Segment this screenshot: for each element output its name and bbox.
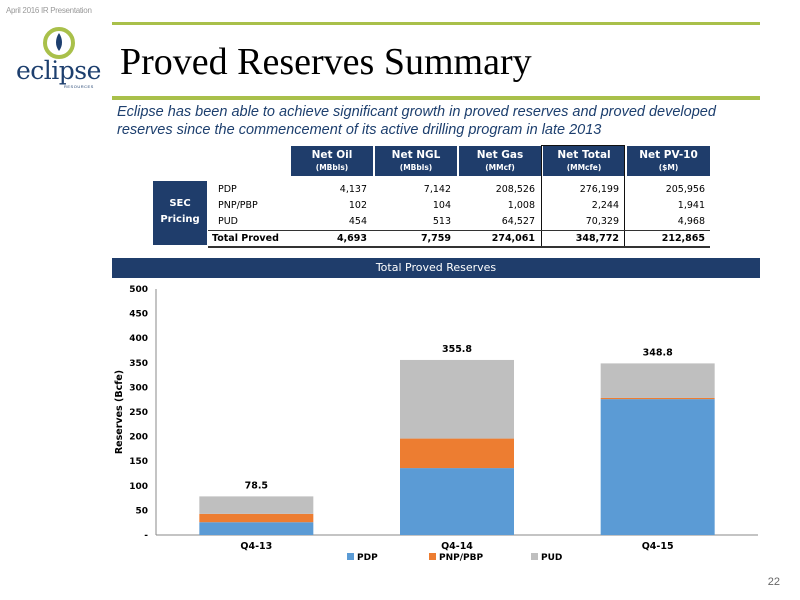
table-cell: 102 [348,200,367,211]
bar-total-label: 348.8 [643,347,673,358]
top-divider [112,22,760,25]
page-number: 22 [767,576,780,588]
table-bottom-rule [208,246,710,248]
table-cell: 454 [348,216,367,227]
y-tick-label: 200 [129,433,148,443]
y-axis-label: Reserves (Bcfe) [114,370,125,454]
table-cell: 4,693 [336,233,367,244]
column-header-unit: (MMcfe) [566,163,602,172]
bar-segment-pnp-pbp [600,397,715,400]
y-tick-label: 50 [135,506,148,516]
column-header-unit: ($M) [658,163,679,172]
y-tick-label: - [144,531,148,541]
column-header-label: Net Oil [311,149,353,161]
title-divider [112,96,760,100]
legend-swatch [531,553,538,560]
row-label-pdp: PDP [218,184,237,195]
sec-pricing-label: SEC Pricing [153,181,207,245]
column-header-unit: (MBbls) [315,163,349,172]
page-title: Proved Reserves Summary [120,41,532,83]
bar-segment-pnp-pbp [199,513,314,523]
y-tick-label: 150 [129,457,148,467]
y-tick-label: 350 [129,359,148,369]
column-header-label: Net PV-10 [639,149,698,161]
bar-segment-pdp [199,522,314,535]
y-tick-label: 500 [129,285,148,295]
presentation-note: April 2016 IR Presentation [6,6,92,15]
logo-wordmark: eclipse [16,56,101,85]
bar-segment-pdp [600,399,715,535]
legend-swatch [347,553,354,560]
table-cell: 274,061 [491,233,535,244]
table-cell: 513 [432,216,451,227]
y-tick-label: 250 [129,408,148,418]
legend-label: PUD [541,553,562,563]
table-cell: 205,956 [665,184,705,195]
legend-label: PNP/PBP [439,553,483,563]
page-subtitle: Eclipse has been able to achieve signifi… [117,104,716,138]
table-cell: 2,244 [591,200,619,211]
table-cell: 4,137 [339,184,367,195]
company-logo: eclipse RESOURCES [14,26,106,89]
column-header-label: Net Total [557,149,611,161]
column-header-net-ngl: Net NGL (MBbls) [375,146,457,176]
table-cell: 7,142 [423,184,451,195]
column-header-label: Net NGL [391,149,441,161]
table-cell: 1,008 [507,200,535,211]
table-cell: 348,772 [575,233,619,244]
bar-total-label: 78.5 [245,480,268,491]
bar-segment-pud [400,359,514,439]
row-label-total-proved: Total Proved [212,233,279,244]
table-cell: 276,199 [579,184,619,195]
y-tick-label: 100 [129,482,148,492]
x-tick-label: Q4-14 [441,541,473,552]
y-tick-label: 300 [129,383,148,393]
bar-segment-pdp [400,468,514,535]
legend-swatch [429,553,436,560]
table-cell: 208,526 [495,184,535,195]
logo-subtext: RESOURCES [64,84,94,89]
table-cell: 64,527 [501,216,535,227]
row-label-pnp-pbp: PNP/PBP [218,200,258,211]
chart-title: Total Proved Reserves [112,258,760,278]
column-header-unit: (MBbls) [399,163,433,172]
column-header-label: Net Gas [476,149,524,161]
column-header-unit: (MMcf) [485,163,515,172]
bar-total-label: 355.8 [442,344,472,355]
legend-label: PDP [357,553,378,563]
table-cell: 1,941 [677,200,705,211]
total-divider [208,230,710,231]
sec-label: SEC [169,198,191,209]
row-label-pud: PUD [218,216,238,227]
table-cell: 4,968 [677,216,705,227]
column-header-net-pv10: Net PV-10 ($M) [627,146,710,176]
y-tick-label: 450 [129,310,148,320]
table-cell: 7,759 [420,233,451,244]
column-header-net-gas: Net Gas (MMcf) [459,146,541,176]
table-cell: 70,329 [585,216,619,227]
logo-ring-icon [43,27,75,59]
pricing-label: Pricing [160,214,200,225]
column-header-net-total: Net Total (MMcfe) [543,146,625,176]
x-tick-label: Q4-13 [240,541,272,552]
bar-segment-pnp-pbp [400,438,514,469]
column-header-net-oil: Net Oil (MBbls) [291,146,373,176]
x-tick-label: Q4-15 [642,541,674,552]
table-cell: 104 [432,200,451,211]
bar-segment-pud [199,496,314,514]
y-tick-label: 400 [129,334,148,344]
table-cell: 212,865 [661,233,705,244]
bar-segment-pud [600,363,715,398]
